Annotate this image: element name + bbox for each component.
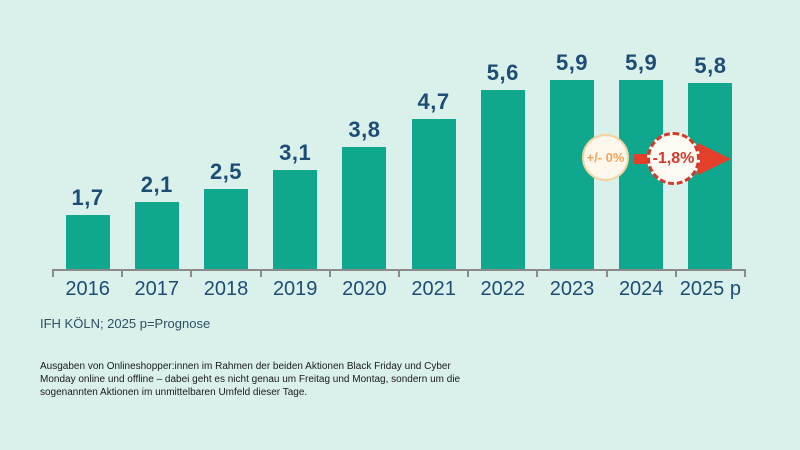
- annotation-zero-percent-label: +/- 0%: [586, 150, 625, 165]
- bar-value-label: 5,8: [694, 53, 727, 78]
- x-axis-label: 2022: [480, 278, 526, 300]
- bar-2021: [411, 119, 456, 269]
- bar-value-label: 3,8: [348, 117, 381, 142]
- bar-2016: [65, 215, 110, 269]
- x-axis-tick: [52, 269, 54, 277]
- x-axis-label: 2023: [549, 278, 595, 300]
- bar-2017: [134, 202, 179, 269]
- x-axis-tick: [121, 269, 124, 277]
- bar-value-label: 2,5: [209, 159, 243, 184]
- x-axis-tick: [259, 269, 262, 277]
- x-axis-label: 2024: [618, 278, 664, 300]
- arrow-right-icon: [698, 143, 731, 175]
- x-axis-label: 2025 p: [679, 278, 741, 300]
- bar-2019: [273, 170, 318, 269]
- x-axis-tick: [674, 269, 677, 277]
- x-axis-label: 2020: [342, 278, 387, 300]
- x-axis-label: 2019: [272, 278, 318, 300]
- bar-2023: [550, 80, 594, 269]
- x-axis-tick: [536, 269, 539, 277]
- description-line: sogenannten Aktionen im unmittelbaren Um…: [40, 387, 308, 398]
- annotation-zero-percent-badge: +/- 0%: [582, 134, 629, 181]
- description-line: Monday online und offline – dabei geht e…: [40, 374, 461, 385]
- x-axis-tick: [398, 269, 400, 277]
- x-axis-tick: [467, 269, 470, 277]
- bar-value-label: 3,1: [279, 140, 312, 165]
- x-axis-tick: [328, 269, 331, 277]
- x-axis-label: 2021: [411, 278, 456, 300]
- bar-value-label: 2,1: [140, 172, 173, 197]
- annotation-decline-badge: -1,8%: [647, 132, 700, 185]
- x-axis-label: 2016: [65, 278, 110, 300]
- bar-value-label: 1,7: [71, 185, 104, 210]
- description-line: Ausgaben von Onlineshopper:innen im Rahm…: [40, 361, 451, 372]
- x-axis-tick: [744, 269, 746, 277]
- bar-2022: [480, 90, 525, 269]
- x-axis-label: 2017: [134, 278, 180, 300]
- bar-2020: [342, 147, 387, 269]
- bar-2025-p: [688, 83, 733, 269]
- x-axis-tick: [190, 269, 193, 277]
- x-axis-tick: [605, 269, 608, 277]
- bar-2018: [204, 189, 248, 269]
- bar-value-label: 4,7: [417, 89, 450, 114]
- bar-value-label: 5,9: [555, 50, 589, 75]
- bar-value-label: 5,9: [625, 50, 658, 75]
- description-text: Ausgaben von Onlineshopper:innen im Rahm…: [40, 360, 460, 399]
- bar-value-label: 5,6: [486, 60, 519, 85]
- annotation-decline-label: -1,8%: [652, 149, 695, 167]
- source-note: IFH KÖLN; 2025 p=Prognose: [40, 316, 211, 331]
- x-axis-label: 2018: [203, 278, 249, 300]
